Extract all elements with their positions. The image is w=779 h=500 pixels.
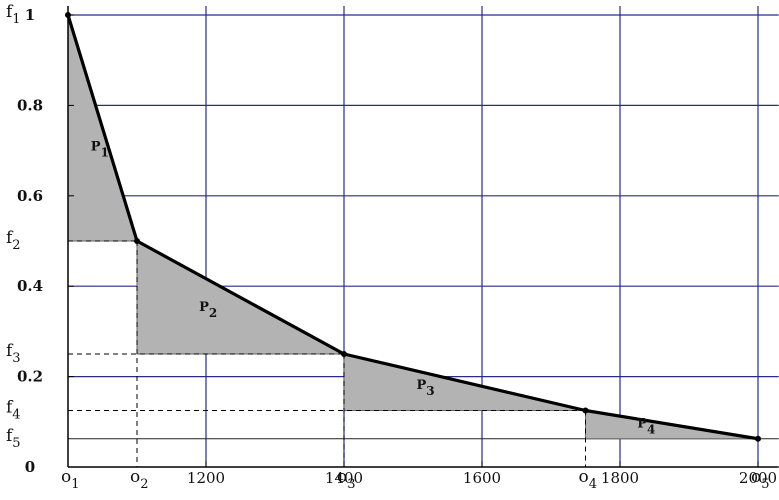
y-tick-label: 0.8 [17,96,43,114]
o-label-2: o2 [130,467,149,492]
data-point [341,351,347,357]
curve [65,12,761,442]
data-point [755,435,761,442]
x-tick-label: 1200 [187,469,225,487]
o-label-5: o5 [751,467,770,492]
data-point [134,238,140,244]
f-label-4: f4 [6,398,21,423]
data-point [582,407,589,414]
data-point [65,12,71,18]
shaded-regions [67,14,759,440]
f-label-1: f1 [6,2,21,27]
y-tick-label: 0.6 [17,187,43,205]
y-tick-label: 0.4 [17,277,43,295]
x-tick-label: 2000 [739,469,777,487]
o-label-1: o1 [61,467,80,492]
y-tick-label: 1 [25,6,35,24]
region-label-p2: P2 [199,300,217,320]
labels: 1200 1400 1600 1800 2000 0 0.2 0.4 0.6 0.8 1 o1 o2 o3… [6,2,777,492]
o-label-3: o3 [337,467,356,492]
region-label-p4: P4 [637,416,655,436]
region-label-p3: P3 [416,378,434,398]
f-label-5: f5 [6,426,21,451]
y-tick-label: 0 [25,458,35,476]
y-tick-label: 0.2 [17,368,43,386]
region-label-p1: P1 [91,140,109,160]
f-label-3: f3 [6,341,21,366]
x-tick-label: 1600 [463,469,501,487]
x-tick-label: 1800 [601,469,639,487]
o-label-4: o4 [579,467,598,492]
f-label-2: f2 [6,228,21,253]
x-tick-label: 1400 [325,469,363,487]
